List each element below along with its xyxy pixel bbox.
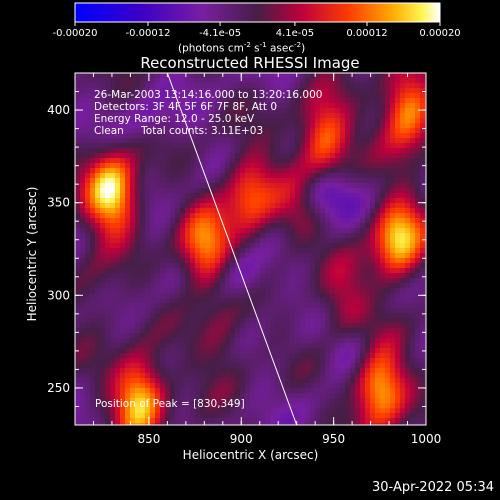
colorbar-tick-label: 0.00012 — [346, 28, 387, 39]
chart-title: Reconstructed RHESSI Image — [140, 54, 360, 72]
heatmap-image — [75, 73, 426, 425]
info-detectors: Detectors: 3F 4F 5F 6F 7F 8F, Att 0 — [94, 101, 278, 113]
x-axis-title: Heliocentric X (arcsec) — [182, 448, 319, 462]
info-total-counts: Total counts: 3.11E+03 — [141, 125, 264, 137]
plot-frame — [74, 72, 427, 426]
solar-limb-line — [166, 72, 298, 426]
colorbar-tick-label: 0.00020 — [419, 28, 460, 39]
info-clean: Clean — [94, 125, 124, 137]
x-tick-label: 950 — [322, 432, 345, 446]
colorbar-tick-label: 4.1e-05 — [276, 28, 314, 39]
y-tick-label: 300 — [47, 288, 70, 302]
info-clean-counts: Clean Total counts: 3.11E+03 — [94, 125, 322, 137]
y-tick-label: 400 — [47, 103, 70, 117]
x-tick-label: 900 — [230, 432, 253, 446]
timestamp: 30-Apr-2022 05:34 — [372, 480, 494, 495]
colorbar-unit-label: (photons cm-2 s-1 asec-2) — [178, 41, 306, 55]
x-tick-label: 1000 — [411, 432, 442, 446]
y-tick-label: 350 — [47, 196, 70, 210]
info-energy-range: Energy Range: 12.0 - 25.0 keV — [94, 113, 255, 125]
info-panel: 26-Mar-2003 13:14:16.000 to 13:20:16.000… — [94, 89, 322, 137]
colorbar-tick-label: -4.1e-05 — [199, 28, 241, 39]
x-tick-label: 850 — [137, 432, 160, 446]
colorbar-tick-label: -0.00020 — [53, 28, 98, 39]
peak-position: Position of Peak = [830,349] — [95, 398, 245, 410]
y-tick-label: 250 — [47, 381, 70, 395]
y-axis-title: Heliocentric Y (arcsec) — [25, 186, 39, 322]
colorbar — [74, 2, 441, 23]
colorbar-tick-label: -0.00012 — [126, 28, 171, 39]
info-time-range: 26-Mar-2003 13:14:16.000 to 13:20:16.000 — [94, 89, 323, 101]
